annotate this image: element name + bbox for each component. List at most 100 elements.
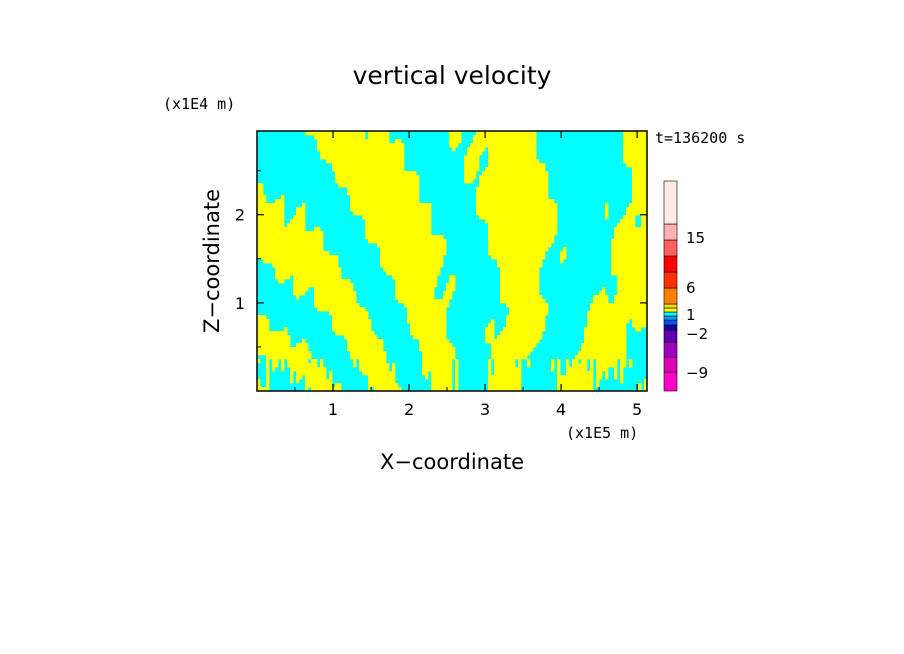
field-cell <box>536 295 540 300</box>
field-cell <box>587 355 591 360</box>
field-cell <box>293 351 297 356</box>
field-cell <box>542 255 546 260</box>
field-cell <box>296 363 300 368</box>
field-cell <box>524 143 528 148</box>
field-cell <box>440 247 444 252</box>
field-cell <box>518 299 522 304</box>
field-cell <box>623 243 627 248</box>
field-cell <box>611 251 615 256</box>
field-cell <box>263 243 267 248</box>
field-cell <box>617 311 621 316</box>
field-cell <box>389 243 393 248</box>
field-cell <box>383 227 387 232</box>
field-cell <box>338 323 342 328</box>
field-cell <box>536 175 540 180</box>
field-cell <box>347 155 351 160</box>
field-cell <box>497 255 501 260</box>
field-cell <box>404 231 408 236</box>
field-cell <box>443 343 447 348</box>
field-cell <box>371 351 375 356</box>
field-cell <box>539 187 543 192</box>
field-cell <box>326 135 330 140</box>
field-cell <box>485 219 489 224</box>
field-cell <box>359 199 363 204</box>
field-cell <box>509 275 513 280</box>
field-cell <box>353 191 357 196</box>
field-cell <box>644 227 647 232</box>
field-cell <box>314 299 318 304</box>
field-cell <box>494 247 498 252</box>
field-cell <box>422 335 426 340</box>
field-cell <box>272 351 276 356</box>
field-cell <box>305 231 309 236</box>
field-cell <box>482 143 486 148</box>
field-cell <box>401 191 405 196</box>
field-cell <box>263 215 267 220</box>
field-cell <box>518 131 522 136</box>
field-cell <box>515 159 519 164</box>
field-cell <box>314 267 318 272</box>
field-cell <box>464 175 468 180</box>
field-cell <box>410 223 414 228</box>
field-cell <box>635 251 639 256</box>
field-cell <box>329 287 333 292</box>
field-cell <box>272 263 276 268</box>
field-cell <box>518 283 522 288</box>
field-cell <box>449 291 453 296</box>
field-cell <box>350 179 354 184</box>
field-cell <box>494 147 498 152</box>
field-cell <box>413 287 417 292</box>
field-cell <box>638 251 642 256</box>
field-cell <box>491 335 495 340</box>
field-cell <box>512 351 516 356</box>
field-cell <box>368 203 372 208</box>
field-cell <box>614 311 618 316</box>
field-cell <box>386 259 390 264</box>
field-cell <box>533 175 537 180</box>
field-cell <box>368 135 372 140</box>
field-cell <box>575 363 579 368</box>
field-cell <box>596 367 600 372</box>
field-cell <box>617 235 621 240</box>
field-cell <box>263 255 267 260</box>
field-cell <box>584 339 588 344</box>
field-cell <box>284 335 288 340</box>
field-cell <box>257 319 261 324</box>
field-cell <box>392 263 396 268</box>
field-cell <box>353 183 357 188</box>
field-cell <box>278 211 282 216</box>
field-cell <box>632 251 636 256</box>
field-cell <box>377 231 381 236</box>
field-cell <box>335 151 339 156</box>
field-cell <box>623 219 627 224</box>
field-cell <box>314 387 318 391</box>
field-cell <box>278 207 282 212</box>
field-cell <box>593 303 597 308</box>
field-cell <box>272 259 276 264</box>
colorbar-band <box>663 329 678 343</box>
field-cell <box>386 175 390 180</box>
field-cell <box>515 335 519 340</box>
field-cell <box>329 375 333 380</box>
field-cell <box>632 243 636 248</box>
field-cell <box>431 327 435 332</box>
field-cell <box>359 323 363 328</box>
field-cell <box>524 267 528 272</box>
field-cell <box>641 143 645 148</box>
field-cell <box>386 215 390 220</box>
field-cell <box>539 163 543 168</box>
field-cell <box>644 147 647 152</box>
field-cell <box>266 383 270 388</box>
field-cell <box>611 343 615 348</box>
field-cell <box>371 139 375 144</box>
field-cell <box>293 215 297 220</box>
field-cell <box>638 179 642 184</box>
field-cell <box>512 271 516 276</box>
field-cell <box>503 139 507 144</box>
field-cell <box>641 167 645 172</box>
field-cell <box>635 303 639 308</box>
field-cell <box>326 251 330 256</box>
field-cell <box>599 307 603 312</box>
field-cell <box>539 203 543 208</box>
field-cell <box>623 287 627 292</box>
